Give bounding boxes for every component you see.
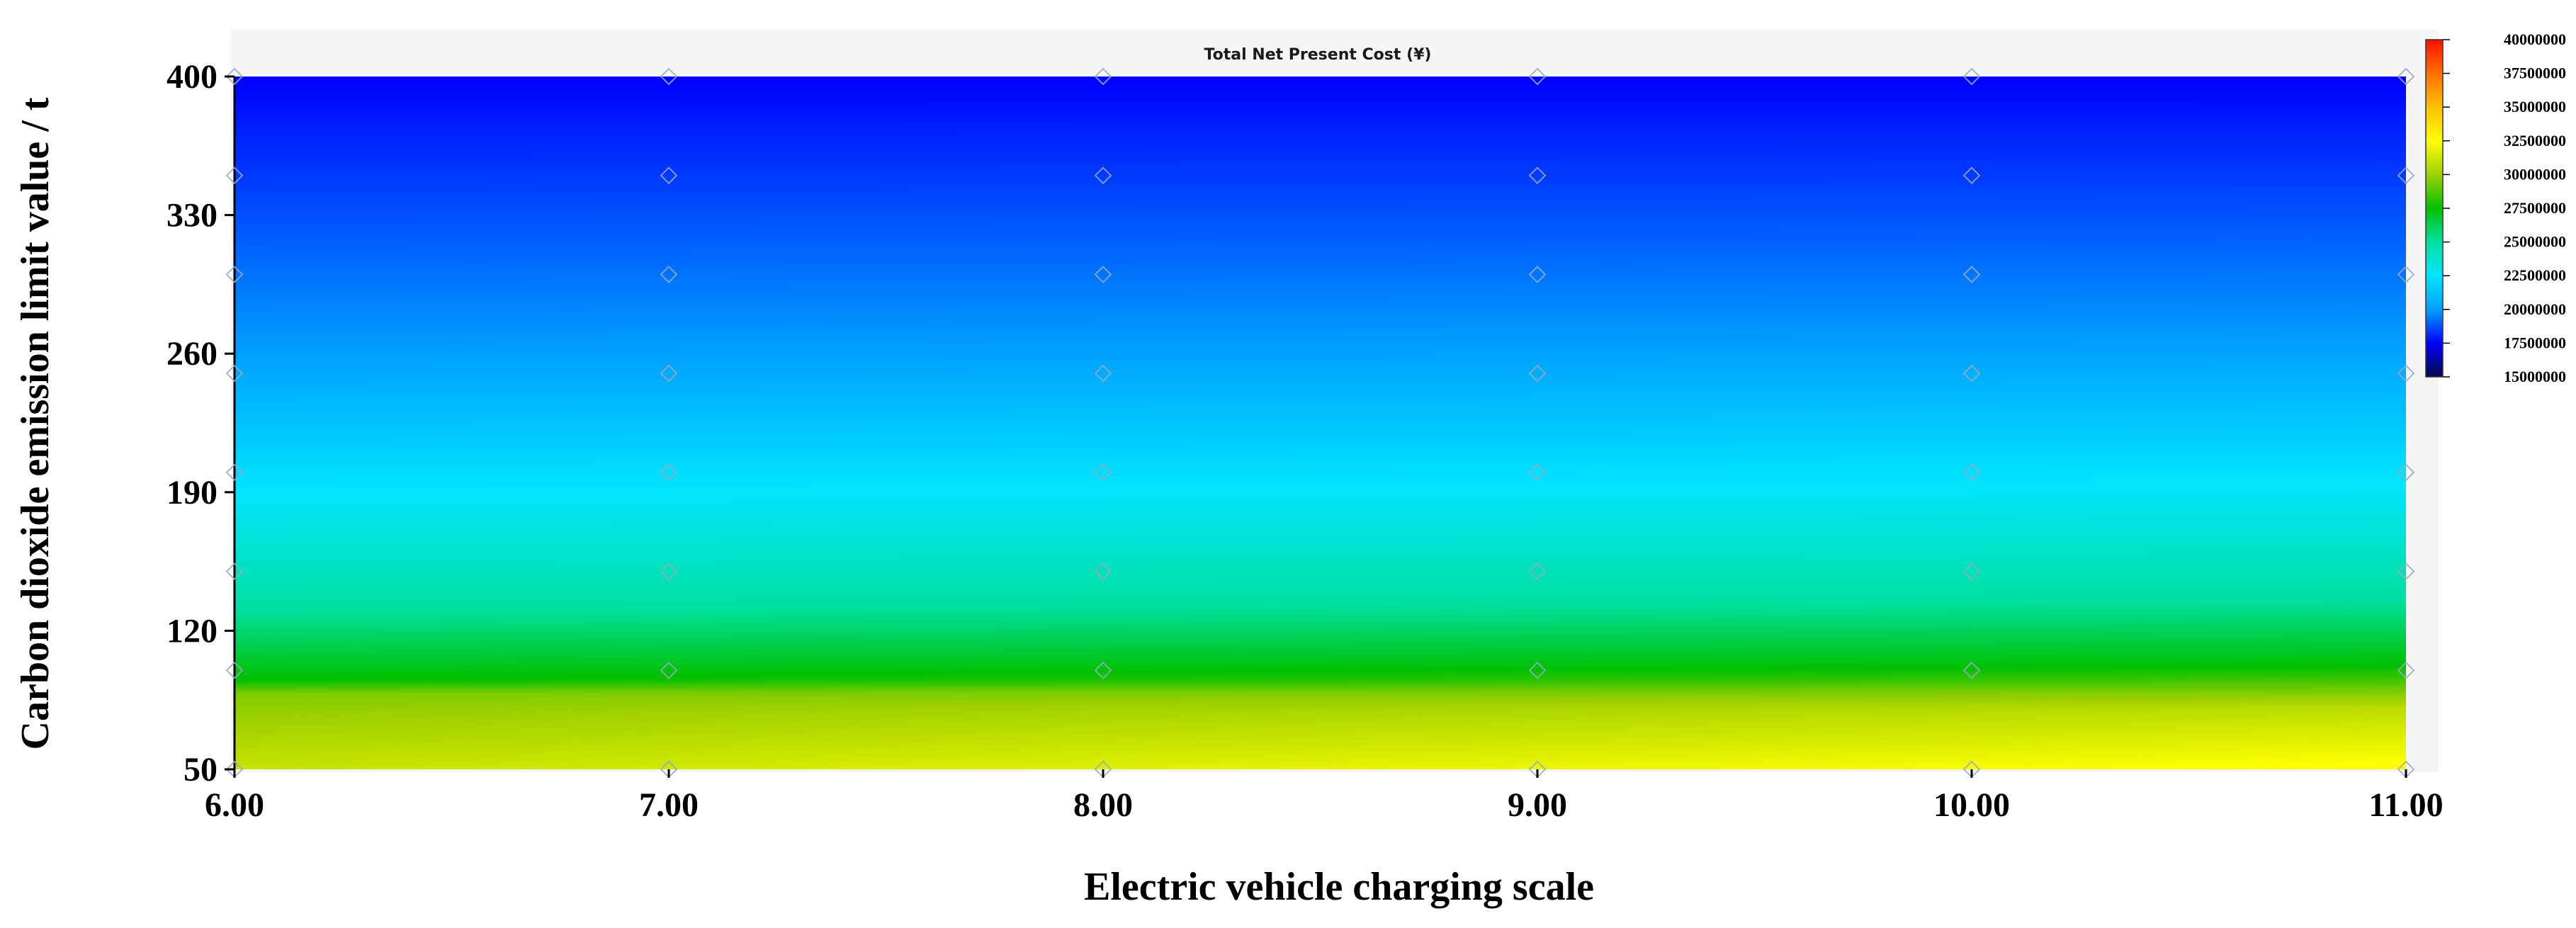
y-tick-label: 400 [166,58,218,96]
colorbar-tick-label: 32500000 [2504,132,2566,149]
sample-point-marker [225,67,244,86]
x-tick-label: 6.00 [205,786,264,824]
colorbar-tick-label: 27500000 [2504,199,2566,217]
sample-point-marker [2397,266,2415,283]
colorbar-tick-label: 20000000 [2504,300,2566,318]
x-axis-title: Electric vehicle charging scale [1084,865,1594,909]
sample-point-marker [225,661,244,679]
y-tick-label: 120 [166,612,218,650]
y-tick-label: 260 [166,335,218,373]
colorbar-tick-label: 30000000 [2504,165,2566,183]
plot-title: Total Net Present Cost (¥) [1204,46,1432,64]
y-axis-title: Carbon dioxide emission limit value / t [13,97,57,749]
sample-point-marker [1962,661,1981,679]
y-tick-label: 190 [166,474,218,511]
sample-point-marker [1962,266,1981,283]
sample-point-marker [660,463,678,482]
sample-point-marker [660,166,678,185]
sample-point-marker [1962,67,1981,86]
x-tick-label: 7.00 [639,786,699,824]
x-tick-label: 10.00 [1933,786,2010,824]
sample-point-marker [1094,562,1112,580]
sample-point-marker [1094,661,1112,679]
sample-point-marker [1094,364,1112,383]
colorbar-tick-label: 37500000 [2504,64,2566,82]
colorbar-tick-label: 17500000 [2504,334,2566,351]
x-tick-label: 8.00 [1073,786,1133,824]
sample-point-marker [225,562,244,580]
sample-point-marker [2397,562,2415,580]
sample-point-marker [2397,166,2415,185]
sample-point-marker [660,266,678,283]
x-tick-label: 9.00 [1508,786,1567,824]
sample-point-marker [1094,266,1112,283]
sample-point-marker [660,364,678,383]
sample-point-marker [2397,463,2415,482]
y-axis-ticks: 50 120 190 260 330 400 [166,58,235,788]
sample-point-marker [1962,562,1981,580]
y-tick-label: 50 [183,751,218,788]
sample-point-marker [1962,364,1981,383]
sample-point-marker [2397,67,2415,86]
sample-point-marker [1962,463,1981,482]
sample-point-marker [1528,266,1547,283]
colorbar-tick-label: 22500000 [2504,266,2566,284]
sample-point-marker [1528,67,1547,86]
sample-point-marker [1528,661,1547,679]
sample-point-marker [225,463,244,482]
sample-point-marker [660,661,678,679]
sample-point-marker [1528,562,1547,580]
y-tick-label: 330 [166,197,218,234]
colorbar-tick-label: 35000000 [2504,98,2566,115]
colorbar-tick-label: 15000000 [2504,368,2566,385]
colorbar-tick-label: 25000000 [2504,233,2566,251]
sample-point-marker [225,364,244,383]
colorbar [2425,39,2444,378]
sample-point-marker [225,266,244,283]
sample-point-marker [1094,463,1112,482]
sample-point-marker [660,562,678,580]
sample-point-marker [1528,364,1547,383]
sample-point-marker [1528,166,1547,185]
x-axis-ticks: 6.00 7.00 8.00 9.00 10.00 11.00 [205,769,2444,824]
sample-point-marker [1094,166,1112,185]
sample-point-marker [2397,661,2415,679]
sample-point-marker [1962,166,1981,185]
sample-point-marker [225,166,244,185]
x-tick-label: 11.00 [2368,786,2443,824]
sample-point-marker [660,67,678,86]
colorbar-tick-label: 40000000 [2504,30,2566,48]
sample-point-marker [1094,67,1112,86]
sample-point-marker [1528,463,1547,482]
heatmap-raster [235,77,2406,769]
colorbar-ticks: 15000000 17500000 20000000 22500000 25000000… [2443,30,2566,385]
sample-point-marker [2397,364,2415,383]
